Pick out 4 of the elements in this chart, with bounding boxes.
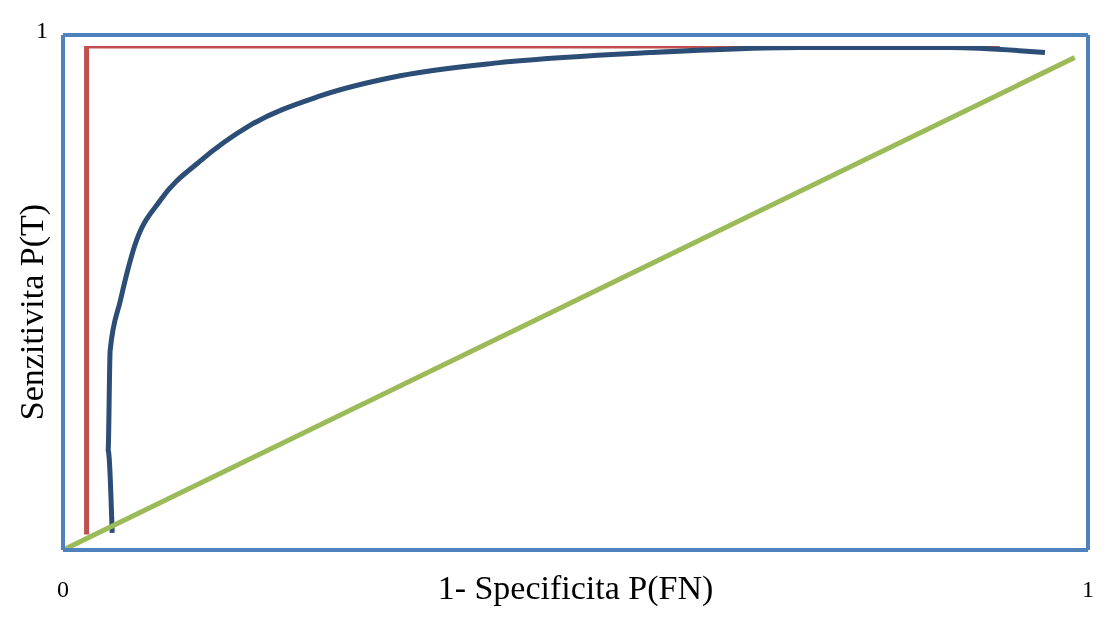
text: 1 [36,16,48,44]
y-axis-title: Senzitivita P(T) [12,203,51,421]
x-tick-label: 0 [57,576,69,603]
x-axis-title: 1- Specificita P(FN) [437,569,714,606]
